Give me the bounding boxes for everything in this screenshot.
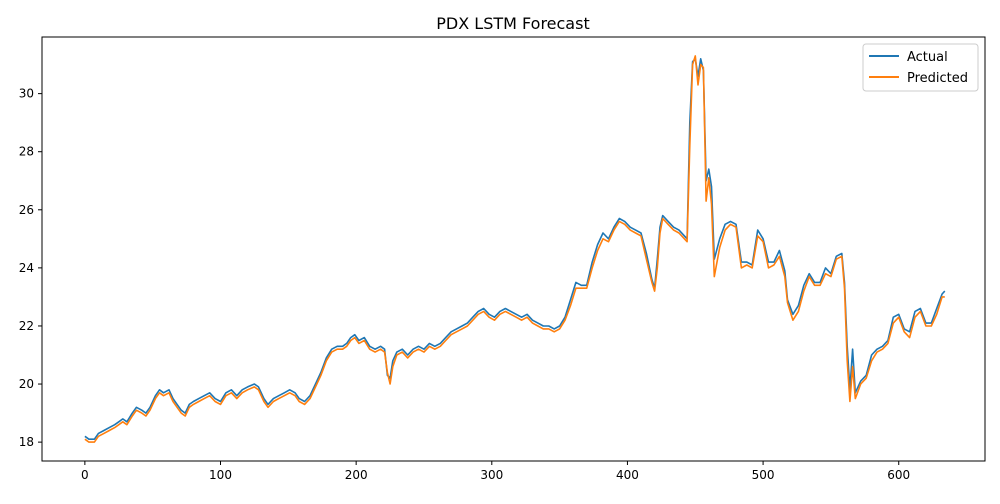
legend-label-predicted: Predicted xyxy=(907,71,968,86)
chart-title: PDX LSTM Forecast xyxy=(436,14,589,33)
series-line-actual xyxy=(84,58,946,440)
y-tick-label-18: 18 xyxy=(19,435,34,449)
x-tick-label-200: 200 xyxy=(345,468,368,482)
y-tick-label-28: 28 xyxy=(19,145,34,159)
y-tick-label-20: 20 xyxy=(19,377,34,391)
series-line-predicted xyxy=(84,55,945,443)
x-tick-label-300: 300 xyxy=(480,468,503,482)
legend-label-actual: Actual xyxy=(907,50,948,65)
y-tick-label-22: 22 xyxy=(19,319,34,333)
x-tick-label-600: 600 xyxy=(887,468,910,482)
x-axis: 0 100 200 300 400 500 600 xyxy=(81,461,910,482)
x-tick-label-100: 100 xyxy=(209,468,232,482)
x-tick-label-400: 400 xyxy=(616,468,639,482)
plot-frame xyxy=(41,36,986,462)
series-layer xyxy=(84,55,946,443)
y-tick-label-30: 30 xyxy=(19,87,34,101)
legend: Actual Predicted xyxy=(862,43,979,92)
y-tick-label-24: 24 xyxy=(19,261,34,275)
x-tick-label-500: 500 xyxy=(752,468,775,482)
x-tick-label-0: 0 xyxy=(81,468,89,482)
y-tick-label-26: 26 xyxy=(19,203,34,217)
y-axis: 18 20 22 24 26 28 30 xyxy=(19,87,42,449)
plot-area xyxy=(41,36,986,462)
